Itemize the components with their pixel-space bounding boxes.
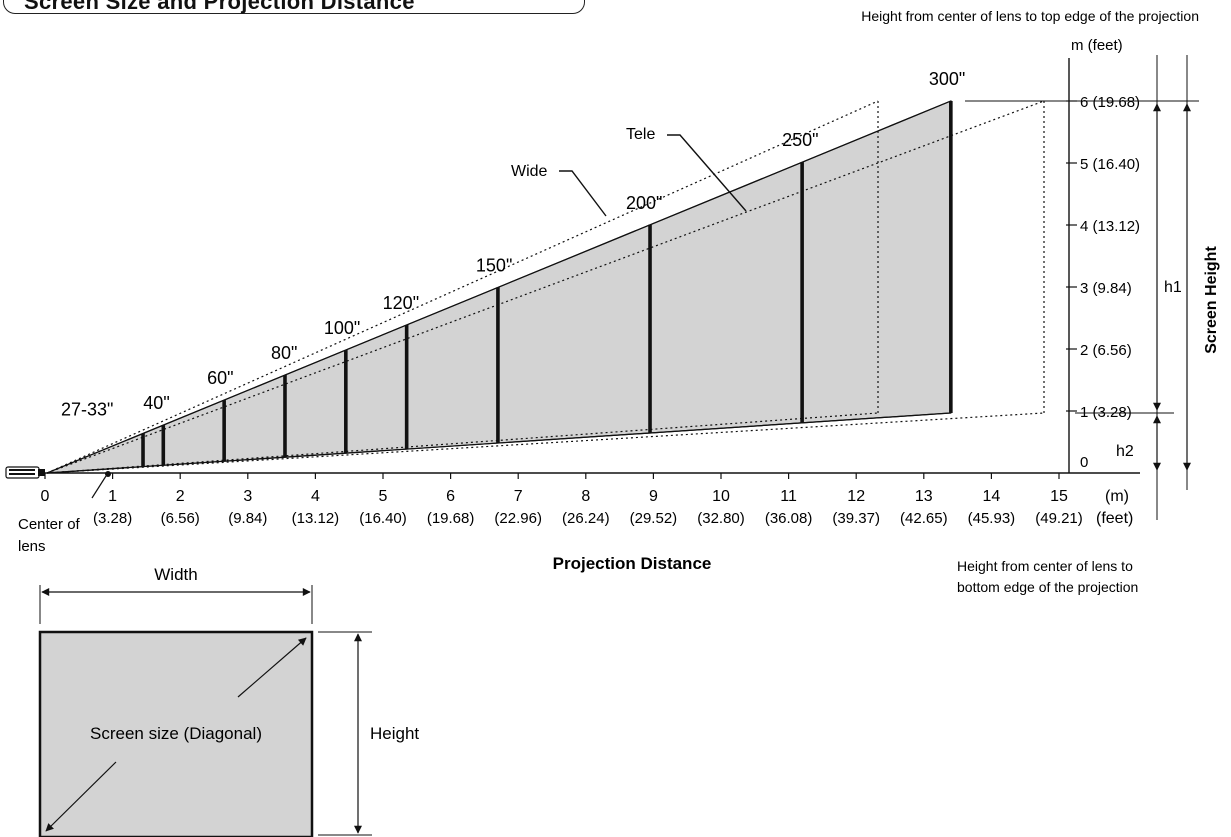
screen-size-label: 150" <box>476 255 512 275</box>
x-tick-label-m: 14 <box>983 488 1001 505</box>
x-tick-label-ft: (22.96) <box>494 510 542 527</box>
x-tick-label-ft: (36.08) <box>765 510 813 527</box>
x-tick-label-ft: (19.68) <box>427 510 475 527</box>
x-tick-label-ft: (3.28) <box>93 510 132 527</box>
bottom-edge-note-line2: bottom edge of the projection <box>957 579 1138 595</box>
x-tick-label-ft: (26.24) <box>562 510 610 527</box>
x-tick-label-ft: (6.56) <box>161 510 200 527</box>
x-tick-label-ft: (42.65) <box>900 510 948 527</box>
x-tick-label-m: 3 <box>243 488 252 505</box>
screen-size-label: 60" <box>207 368 233 388</box>
h1-label: h1 <box>1164 279 1182 296</box>
diagonal-arrow-upper <box>237 637 307 698</box>
x-tick-label-m: 0 <box>41 488 50 505</box>
h2-label: h2 <box>1116 443 1134 460</box>
y-axis-unit: m (feet) <box>1071 37 1123 54</box>
y-tick-label: 5 (16.40) <box>1080 156 1140 173</box>
x-tick-label-m: 2 <box>176 488 185 505</box>
projection-top-edge <box>46 100 952 474</box>
x-tick-label-ft: (49.21) <box>1035 510 1083 527</box>
diagonal-label: Screen size (Diagonal) <box>90 724 262 743</box>
page-title: Screen Size and Projection Distance <box>24 0 415 14</box>
x-tick-label-m: 15 <box>1050 488 1068 505</box>
x-tick-label-ft: (45.93) <box>968 510 1016 527</box>
width-label: Width <box>154 565 197 584</box>
x-tick-label-m: 4 <box>311 488 320 505</box>
x-tick-label-m: 8 <box>581 488 590 505</box>
wide-leader <box>559 170 607 217</box>
screen-rectangle <box>38 630 314 837</box>
y-tick-label: 4 (13.12) <box>1080 218 1140 235</box>
bottom-edge-note-line1: Height from center of lens to <box>957 558 1133 574</box>
y-tick-label: 0 <box>1080 454 1088 471</box>
x-tick-label-m: 13 <box>915 488 933 505</box>
y-tick-label: 3 (9.84) <box>1080 280 1132 297</box>
screen-size-label: 40" <box>143 393 169 413</box>
wide-label: Wide <box>511 163 548 180</box>
lens-center-leader <box>91 475 107 499</box>
x-tick-label-m: 12 <box>847 488 865 505</box>
x-unit-feet: (feet) <box>1096 510 1133 527</box>
screen-height-label: Screen Height <box>1203 246 1220 354</box>
height-label: Height <box>370 724 419 743</box>
diagonal-arrow-lower <box>45 761 117 832</box>
screen-size-label: 250" <box>782 130 818 150</box>
x-tick-label-m: 10 <box>712 488 730 505</box>
screen-size-illustration: Width Height Screen size (Diagonal) <box>38 565 419 837</box>
center-of-lens-line1: Center of <box>18 516 81 533</box>
center-of-lens-line2: lens <box>18 538 46 555</box>
screen-size-label: 100" <box>324 318 360 338</box>
tele-label: Tele <box>626 126 655 143</box>
x-axis-ticks: 0 1 (3.28) 2 (6.56) 3 (9.84) 4 (13.12) 5 (16.40) 6 (… <box>41 473 1083 527</box>
x-tick-label-m: 11 <box>780 488 797 505</box>
top-edge-note: Height from center of lens to top edge o… <box>861 8 1199 24</box>
x-tick-label-ft: (16.40) <box>359 510 407 527</box>
x-tick-label-m: 6 <box>446 488 455 505</box>
screen-size-label: 120" <box>383 293 419 313</box>
y-tick-label: 6 (19.68) <box>1080 94 1140 111</box>
x-axis-title: Projection Distance <box>553 554 712 573</box>
x-tick-label-ft: (13.12) <box>292 510 340 527</box>
tele-bottom-line <box>46 412 1045 474</box>
screen-size-label: 300" <box>929 69 965 89</box>
lens-center-dot <box>105 471 111 477</box>
y-axis-ticks: 01 (3.28)2 (6.56)3 (9.84)4 (13.12)5 (16.… <box>1066 94 1140 471</box>
x-tick-label-ft: (32.80) <box>697 510 745 527</box>
x-tick-label-ft: (29.52) <box>630 510 678 527</box>
x-tick-label-m: 5 <box>379 488 388 505</box>
wide-bottom-line <box>46 412 879 474</box>
x-tick-label-m: 9 <box>649 488 658 505</box>
screen-size-bars: 27-33" 40" 60" 80" 100" 120" 150" 200" 250" 300" <box>61 69 965 467</box>
screen-size-label: 200" <box>626 193 662 213</box>
x-tick-label-m: 7 <box>514 488 523 505</box>
y-tick-label: 2 (6.56) <box>1080 342 1132 359</box>
screen-size-label: 80" <box>271 343 297 363</box>
wide-top-line <box>46 100 879 474</box>
x-unit-m: (m) <box>1105 488 1129 505</box>
x-tick-label-ft: (9.84) <box>228 510 267 527</box>
projector-icon <box>5 466 45 479</box>
x-tick-label-ft: (39.37) <box>832 510 880 527</box>
x-tick-label-m: 1 <box>108 488 117 505</box>
screen-size-label: 27-33" <box>61 399 113 419</box>
tele-leader <box>667 134 747 212</box>
